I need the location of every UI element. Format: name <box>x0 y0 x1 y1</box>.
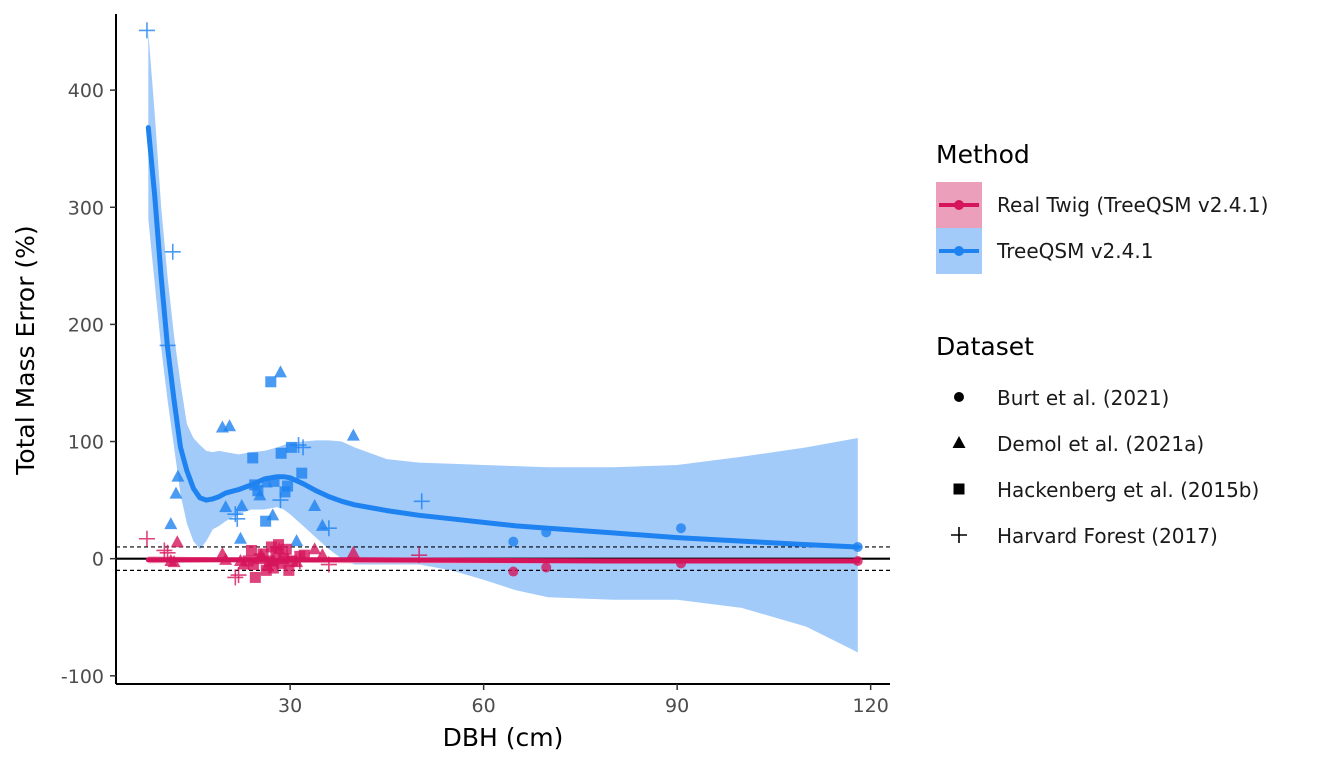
data-point-real-demol <box>219 552 233 565</box>
data-point-real-harv <box>138 530 155 547</box>
data-point-real-burt <box>676 558 687 569</box>
data-point-real-hack <box>247 559 259 571</box>
data-point-tq-hack <box>268 475 280 487</box>
smooth-line-tq <box>145 125 861 550</box>
data-point-tq-demol <box>169 486 183 499</box>
data-point-tq-harv <box>413 493 430 510</box>
legend-point-real <box>954 200 964 210</box>
data-point-real-hack <box>273 539 285 551</box>
data-point-tq-demol <box>171 469 185 482</box>
legend-shape-burt <box>954 392 964 402</box>
data-point-tq-hack <box>296 467 308 479</box>
y-axis-title: Total Mass Error (%) <box>11 225 40 475</box>
x-tick-label: 60 <box>472 695 496 717</box>
legend-point-tq <box>954 246 964 256</box>
data-point-real-demol <box>315 548 329 561</box>
data-point-tq-demol <box>308 498 322 511</box>
data-point-tq-demol <box>273 365 287 378</box>
data-point-tq-hack <box>265 376 277 388</box>
x-tick-label: 120 <box>853 695 889 717</box>
legend-label-harv: Harvard Forest (2017) <box>997 524 1218 548</box>
data-point-real-harv <box>156 542 173 559</box>
legend-method-title: Method <box>936 140 1030 169</box>
data-point-real-hack <box>270 546 282 558</box>
data-point-tq-hack <box>247 452 259 464</box>
data-point-real-demol <box>308 542 322 555</box>
data-point-tq-demol <box>235 498 249 511</box>
data-point-tq-harv <box>272 492 289 509</box>
data-point-real-burt <box>852 556 863 567</box>
data-point-tq-burt <box>541 527 552 538</box>
data-point-real-hack <box>278 553 290 565</box>
data-point-tq-harv <box>229 510 246 527</box>
legend-label-demol: Demol et al. (2021a) <box>997 432 1204 456</box>
data-point-tq-demol <box>219 500 233 513</box>
data-point-real-hack <box>257 548 269 560</box>
data-point-real-hack <box>260 564 272 576</box>
data-point-real-harv <box>227 569 244 586</box>
data-point-real-demol <box>170 535 184 548</box>
data-point-tq-hack <box>285 441 297 453</box>
data-point-tq-harv <box>138 22 155 39</box>
data-point-real-demol <box>167 555 181 568</box>
data-point-tq-demol <box>290 534 304 547</box>
data-point-real-harv <box>278 548 295 565</box>
data-point-real-demol <box>346 545 360 558</box>
legend-label-real: Real Twig (TreeQSM v2.4.1) <box>997 193 1268 217</box>
data-point-tq-hack <box>249 479 261 491</box>
data-point-tq-demol <box>233 531 247 544</box>
legend-label-tq: TreeQSM v2.4.1 <box>996 239 1153 263</box>
y-tick-label: 400 <box>68 80 104 102</box>
data-point-real-harv <box>320 556 337 573</box>
legend: Method Dataset Real Twig (TreeQSM v2.4.1… <box>936 140 1268 548</box>
x-tick-label: 30 <box>278 695 302 717</box>
y-tick-label: 300 <box>68 197 104 219</box>
plot-area <box>116 22 890 653</box>
data-point-real-harv <box>159 544 176 561</box>
legend-shape-demol <box>952 436 966 448</box>
y-tick-label: 100 <box>68 432 104 454</box>
data-point-tq-hack <box>279 486 291 498</box>
data-point-tq-demol <box>346 428 360 441</box>
x-tick-label: 90 <box>665 695 689 717</box>
data-point-real-harv <box>411 547 428 564</box>
data-point-tq-harv <box>320 520 337 537</box>
y-tick-label: 200 <box>68 314 104 336</box>
legend-dataset-title: Dataset <box>936 332 1034 361</box>
axes: DBH (cm) Total Mass Error (%) 30 60 90 120 -… <box>11 14 890 752</box>
data-point-real-harv <box>230 567 247 584</box>
data-point-real-hack <box>245 544 257 556</box>
legend-shape-hack <box>953 483 965 495</box>
legend-label-hack: Hackenberg et al. (2015b) <box>997 478 1259 502</box>
y-tick-label: -100 <box>61 666 104 688</box>
data-point-real-hack <box>298 549 310 561</box>
data-point-real-hack <box>249 571 261 583</box>
legend-label-burt: Burt et al. (2021) <box>997 386 1169 410</box>
data-point-tq-hack <box>275 447 287 459</box>
data-point-tq-demol <box>223 419 237 432</box>
data-point-tq-burt <box>508 536 519 547</box>
data-point-tq-demol <box>164 517 178 530</box>
data-point-real-hack <box>264 555 276 567</box>
data-point-tq-hack <box>260 515 272 527</box>
data-point-real-harv <box>291 553 308 570</box>
data-point-tq-harv <box>295 439 312 456</box>
data-point-real-burt <box>508 566 519 577</box>
data-point-tq-hack <box>282 480 294 492</box>
data-point-real-hack <box>283 564 295 576</box>
data-point-real-hack <box>267 562 279 574</box>
x-axis-title: DBH (cm) <box>443 723 564 752</box>
data-point-tq-harv <box>159 337 176 354</box>
y-tick-label: 0 <box>92 549 104 571</box>
data-point-tq-burt <box>852 541 863 552</box>
data-point-tq-burt <box>676 523 687 534</box>
legend-shape-harv <box>951 527 967 543</box>
data-point-tq-hack <box>252 485 264 497</box>
data-point-tq-harv <box>164 243 181 260</box>
data-point-tq-harv <box>290 437 307 454</box>
data-point-real-burt <box>541 562 552 573</box>
